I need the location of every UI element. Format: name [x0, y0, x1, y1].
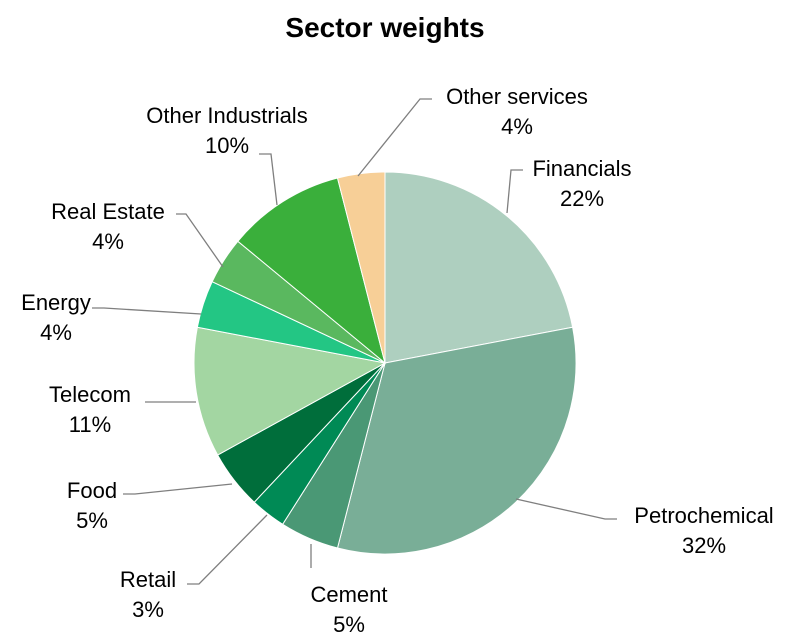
pie-slice-telecom	[193, 326, 387, 456]
chart-title: Sector weights	[285, 12, 484, 43]
slice-value-other-industrials: 10%	[205, 133, 249, 158]
slice-label-telecom: Telecom	[49, 382, 131, 407]
leader-line-financials	[506, 169, 523, 214]
slice-value-energy: 4%	[40, 320, 72, 345]
leader-line-real-estate	[176, 213, 224, 268]
slice-value-retail: 3%	[132, 597, 164, 622]
pie-slice-petrochemical	[336, 326, 577, 555]
slice-value-financials: 22%	[560, 186, 604, 211]
leader-line-other-services	[357, 98, 432, 177]
leader-line-other-industrials	[259, 153, 278, 206]
leader-line-food	[123, 483, 233, 495]
slice-label-financials: Financials	[532, 156, 631, 181]
slice-label-cement: Cement	[310, 582, 387, 607]
pie-slices	[193, 171, 577, 555]
slice-value-telecom: 11%	[69, 412, 111, 437]
leader-line-energy	[92, 307, 202, 315]
leader-line-petrochemical	[515, 498, 617, 520]
slice-value-petrochemical: 32%	[682, 533, 726, 558]
slice-value-food: 5%	[76, 508, 108, 533]
leader-line-retail	[187, 514, 268, 585]
slice-label-other-industrials: Other Industrials	[146, 103, 307, 128]
pie-slice-other-services	[336, 171, 386, 364]
slice-label-food: Food	[67, 478, 117, 503]
slice-label-other-services: Other services	[446, 84, 588, 109]
slice-value-cement: 5%	[333, 612, 365, 636]
slice-label-real-estate: Real Estate	[51, 199, 165, 224]
slice-label-retail: Retail	[120, 567, 176, 592]
leader-lines	[92, 98, 617, 585]
slice-value-real-estate: 4%	[92, 229, 124, 254]
slice-value-other-services: 4%	[501, 114, 533, 139]
slice-label-energy: Energy	[21, 290, 91, 315]
pie-slice-other-industrials	[237, 177, 386, 365]
pie-slice-financials	[384, 171, 574, 364]
slice-labels: Financials 22% Petrochemical 32% Cement 5% Ret…	[21, 84, 774, 636]
slice-label-petrochemical: Petrochemical	[634, 503, 773, 528]
